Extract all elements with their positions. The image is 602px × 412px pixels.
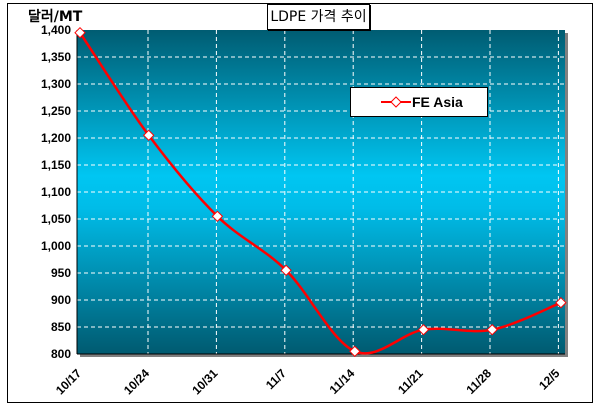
x-tick-label: 11/21 xyxy=(395,366,426,397)
legend: FE Asia xyxy=(350,87,488,117)
y-tick-label: 1,300 xyxy=(41,77,71,91)
data-point-marker xyxy=(486,323,498,336)
data-point-marker xyxy=(280,264,292,277)
y-tick-label: 850 xyxy=(51,320,71,334)
data-point-marker xyxy=(349,345,361,358)
y-tick-label: 1,000 xyxy=(41,239,71,253)
data-point-marker xyxy=(555,296,567,309)
y-tick-label: 900 xyxy=(51,293,71,307)
y-tick-label: 1,400 xyxy=(41,23,71,37)
data-point-marker xyxy=(74,26,86,39)
y-tick-label: 1,200 xyxy=(41,131,71,145)
x-tick-label: 11/7 xyxy=(263,366,289,392)
y-tick-label: 800 xyxy=(51,347,71,361)
x-tick-label: 10/31 xyxy=(189,366,220,397)
data-point-marker xyxy=(142,129,155,142)
chart-title: LDPE 가격 추이 xyxy=(267,4,370,30)
y-tick-label: 1,350 xyxy=(41,50,71,64)
y-tick-label: 1,050 xyxy=(41,212,71,226)
x-tick-label: 11/14 xyxy=(327,366,358,397)
data-point-marker xyxy=(211,210,224,223)
x-tick-label: 12/5 xyxy=(536,366,563,393)
y-tick-label: 1,250 xyxy=(41,104,71,118)
y-tick-label: 950 xyxy=(51,266,71,280)
legend-marker-icon xyxy=(381,96,411,108)
x-tick-label: 10/17 xyxy=(53,366,84,397)
y-tick-label: 1,150 xyxy=(41,158,71,172)
x-tick-label: 11/28 xyxy=(463,366,494,397)
legend-label: FE Asia xyxy=(412,94,463,110)
chart-frame xyxy=(7,3,593,403)
y-tick-label: 1,100 xyxy=(41,185,71,199)
y-axis-label: 달러/MT xyxy=(28,9,83,25)
x-tick-label: 10/24 xyxy=(121,366,152,397)
data-point-marker xyxy=(417,323,430,336)
